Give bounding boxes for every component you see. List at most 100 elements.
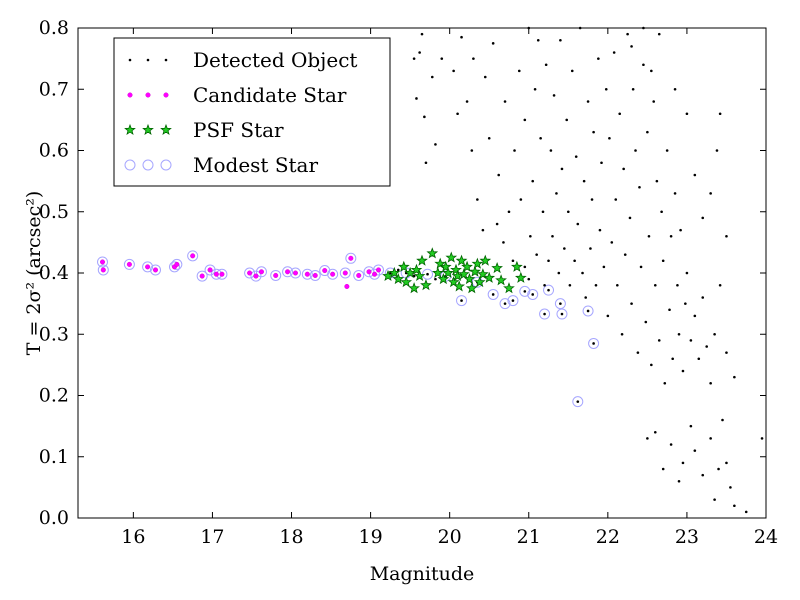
detected-object-point [652,100,656,103]
psf-star-point [410,263,423,275]
detected-object-point [465,100,469,103]
modest-star-point [572,396,584,408]
detected-object-point [495,222,499,226]
detected-object-point [628,216,632,220]
data-points [97,26,764,514]
psf-star-point [437,272,450,285]
legend-marker-psf-star [124,123,136,135]
legend-marker-candidate-star [127,92,133,98]
candidate-star-point [366,269,372,275]
psf-star-point [431,266,444,278]
psf-star-point [447,276,460,288]
detected-object-point [709,192,712,195]
detected-object-point [412,274,416,278]
detected-object-point [523,118,527,122]
psf-star-point [439,260,452,272]
psf-star-point [453,280,466,292]
candidate-star-point [344,283,350,289]
detected-object-point [513,149,516,152]
legend-marker-psf-star [142,123,154,135]
detected-object-point [491,293,495,296]
detected-object-point [631,87,635,91]
detected-object-point [600,161,603,165]
detected-object-point [592,342,595,345]
detected-object-point [430,75,434,79]
modest-star-point [543,284,555,296]
legend-label-modest-star: Modest Star [193,153,318,177]
psf-star-point [445,251,458,263]
detected-object-point [681,461,685,465]
detected-object-point [547,288,550,292]
detected-object-point [589,247,592,250]
detected-object-point [713,498,716,501]
detected-object-point [693,449,697,452]
detected-object-point [543,283,546,287]
detected-object-point [456,112,459,116]
detected-object-point [503,100,507,103]
detected-object-point [606,314,610,318]
detected-object-point [523,265,527,269]
modest-star-point [204,264,216,276]
detected-object-point [660,210,663,214]
psf-star-point [477,268,489,280]
modest-star-point [539,308,551,320]
detected-object-point [584,296,587,299]
detected-object-point [620,332,624,336]
detected-object-point [531,293,535,296]
detected-object-point [570,69,574,73]
candidate-star-point [372,271,378,277]
detected-object-point [529,234,532,238]
detected-object-point [533,87,537,91]
detected-object-point [565,118,569,122]
candidate-star-point [126,261,132,267]
modest-star-point [309,269,321,281]
legend-box [113,37,391,187]
modest-star-point [301,268,313,280]
detected-object-point [634,149,637,152]
y-tick-label: 0.1 [39,446,69,468]
modest-star-point [97,256,109,268]
candidate-star-point [100,259,106,265]
detected-object-point [440,57,444,60]
y-tick-label: 0.4 [39,262,69,284]
modest-star-point [456,295,468,307]
detected-object-point [721,418,724,422]
candidate-star-point [207,267,213,273]
detected-object-point [541,210,545,214]
candidate-star-point [190,253,196,259]
detected-object-point [560,312,564,316]
modest-star-point [168,261,180,273]
detected-object-point [681,369,685,373]
candidate-star-point [100,267,106,273]
psf-star-point [503,282,515,294]
legend-marker-modest-star [142,159,154,171]
detected-object-point [547,259,550,263]
detected-object-point [452,69,455,73]
detected-object-point [426,272,429,276]
psf-star-point [450,263,462,275]
detected-object-point [610,241,614,244]
detected-object-point [657,32,661,36]
y-tick-label: 0.0 [39,507,69,529]
detected-object-point [602,265,606,269]
detected-object-point [581,271,584,275]
detected-object-point [460,35,463,39]
modest-star-point [327,268,339,280]
detected-object-point [653,283,657,287]
detected-object-point [544,63,548,67]
modest-star-point [244,267,256,279]
psf-star-point [455,254,468,266]
detected-object-point [709,381,712,385]
psf-star-point [416,254,428,266]
modest-star-point [373,264,385,276]
detected-object-point [598,228,602,232]
candidate-star-point [145,264,151,270]
psf-star-point [442,266,454,278]
legend-marker-psf-star [160,123,172,135]
detected-object-point [709,437,712,440]
modest-star-point [289,267,301,279]
modest-star-point [588,337,600,349]
detected-object-point [563,247,566,250]
legend-label-detected-object: Detected Object [193,48,357,72]
candidate-star-point [376,267,382,273]
